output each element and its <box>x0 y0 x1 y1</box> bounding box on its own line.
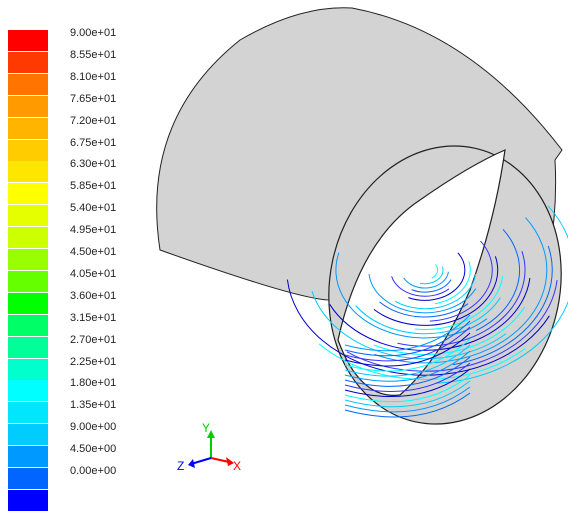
axis-triad: Y X Z <box>177 421 241 473</box>
axis-x-label: X <box>233 459 241 473</box>
axis-y-label: Y <box>202 421 210 435</box>
geometry-view: Y X Z <box>0 0 568 475</box>
legend-swatch <box>8 490 48 511</box>
axis-z-label: Z <box>177 459 184 473</box>
